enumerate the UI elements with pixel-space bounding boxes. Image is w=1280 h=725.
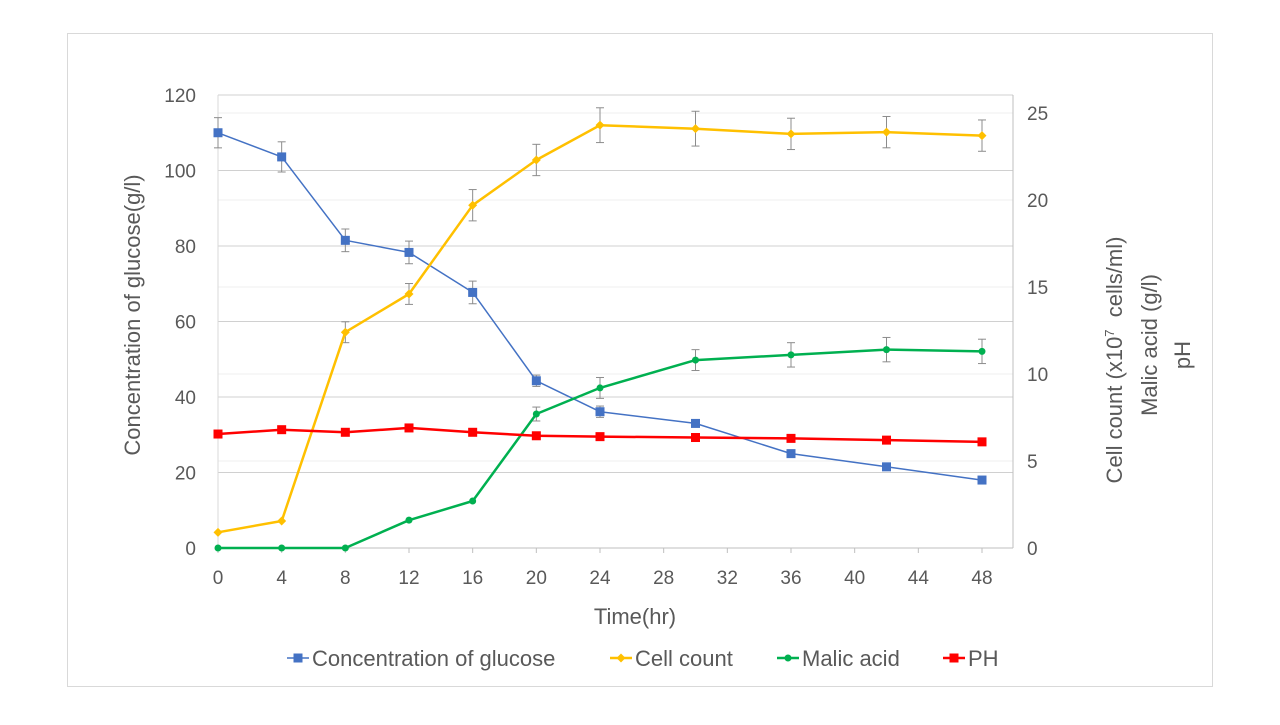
concentration-of-glucose-point [213, 128, 223, 138]
left-tick-label: 60 [175, 313, 196, 334]
legend-cell-count-label: Cell count [635, 646, 733, 671]
cell-count-point [882, 127, 891, 137]
right-tick-label: 25 [1027, 104, 1048, 125]
concentration-of-glucose-point [882, 462, 891, 472]
legend-concentration-of-glucose-marker [293, 653, 303, 663]
cell-count-point [786, 129, 796, 139]
x-tick-label: 8 [340, 568, 351, 589]
ph-point [277, 425, 287, 435]
concentration-of-glucose-point [595, 407, 605, 417]
concentration-of-glucose-point [531, 376, 541, 386]
legend-ph-label: PH [968, 646, 999, 671]
chart-frame [67, 33, 1213, 687]
ph-point [595, 432, 605, 442]
cell-count-point [977, 131, 987, 141]
cell-count-point [340, 327, 350, 337]
x-tick-label: 40 [844, 568, 865, 589]
cell-count-point [468, 200, 478, 210]
ph-point [340, 427, 350, 437]
legend: Concentration of glucose Cell count Malic … [287, 646, 999, 671]
ph-point [404, 423, 414, 433]
malic-acid-point [787, 351, 795, 359]
legend-cell-count-marker [616, 653, 626, 663]
axis-labels: Time(hr) Concentration of glucose(g/l) C… [120, 174, 1195, 629]
right-tick-label: 20 [1027, 191, 1048, 212]
ph-point [977, 437, 987, 447]
x-tick-label: 4 [276, 568, 287, 589]
left-tick-label: 80 [175, 237, 196, 258]
malic-acid-point [214, 544, 222, 552]
right-axis-title-ph: pH [1170, 341, 1195, 369]
legend-concentration-of-glucose-label: Concentration of glucose [312, 646, 555, 671]
concentration-of-glucose-point [468, 287, 478, 297]
left-axis-title: Concentration of glucose(g/l) [120, 174, 145, 455]
x-tick-label: 20 [526, 568, 547, 589]
cell-count-point [277, 516, 287, 526]
concentration-of-glucose-point [691, 418, 700, 428]
left-tick-label: 100 [164, 162, 196, 183]
x-tick-label: 32 [717, 568, 738, 589]
x-tick-label: 12 [398, 568, 419, 589]
x-tick-label: 0 [213, 568, 224, 589]
ph-point [786, 433, 796, 443]
cell-count-point [595, 120, 605, 130]
ph-point [468, 427, 478, 437]
ph-point [691, 433, 700, 443]
malic-acid-point [278, 544, 286, 552]
x-axis-title: Time(hr) [594, 604, 676, 629]
left-tick-label: 20 [175, 464, 196, 485]
left-tick-label: 0 [185, 539, 196, 560]
right-tick-label: 0 [1027, 539, 1038, 560]
legend-ph-marker [949, 653, 959, 663]
ph-point [531, 431, 541, 441]
concentration-of-glucose-point [340, 235, 350, 245]
cell-count-point [691, 124, 700, 134]
x-tick-label: 16 [462, 568, 483, 589]
malic-acid-point [405, 516, 413, 524]
x-tick-label: 24 [589, 568, 611, 589]
series-lines [213, 120, 987, 552]
error-bars [214, 107, 986, 422]
right-tick-label: 5 [1027, 452, 1038, 473]
concentration-of-glucose-point [977, 475, 987, 485]
x-tick-label: 28 [653, 568, 674, 589]
right-tick-label: 15 [1027, 278, 1048, 299]
cell-count-point [404, 289, 414, 299]
malic-acid-point [469, 497, 477, 505]
right-tick-label: 10 [1027, 365, 1048, 386]
right-axis-title-malic-acid: Malic acid (g/l) [1137, 274, 1162, 416]
x-tick-label: 44 [908, 568, 930, 589]
ph-point [213, 429, 223, 439]
left-tick-label: 40 [175, 388, 196, 409]
malic-acid-point [532, 410, 540, 418]
gridlines [218, 94, 1013, 473]
legend-malic-acid-label: Malic acid [802, 646, 900, 671]
concentration-of-glucose-point [404, 247, 414, 257]
right-axis-title-cell-count: Cell count (x107 cells/ml) [1102, 237, 1127, 484]
cell-count-point [531, 155, 541, 165]
legend-malic-acid-marker [784, 654, 792, 662]
x-tick-label: 36 [780, 568, 801, 589]
malic-acid-point [341, 544, 349, 552]
malic-acid-point [692, 356, 699, 364]
x-tick-label: 48 [971, 568, 992, 589]
malic-acid-point [883, 346, 890, 354]
ph-point [882, 435, 891, 445]
concentration-of-glucose-point [277, 152, 287, 162]
malic-acid-point [596, 384, 604, 392]
left-tick-label: 120 [164, 86, 196, 107]
concentration-of-glucose-point [786, 449, 796, 459]
cell-count-point [213, 527, 223, 537]
malic-acid-point [978, 347, 986, 355]
